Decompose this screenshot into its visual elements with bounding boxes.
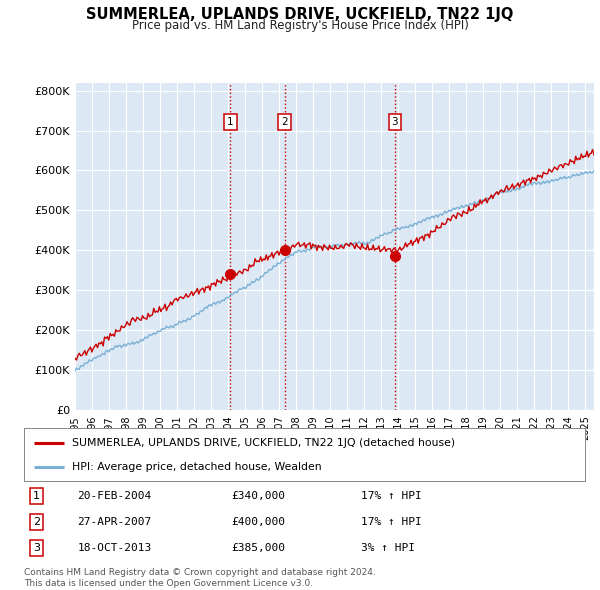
Text: 17% ↑ HPI: 17% ↑ HPI	[361, 517, 421, 527]
Text: Price paid vs. HM Land Registry's House Price Index (HPI): Price paid vs. HM Land Registry's House …	[131, 19, 469, 32]
Text: Contains HM Land Registry data © Crown copyright and database right 2024.: Contains HM Land Registry data © Crown c…	[24, 568, 376, 577]
Text: 1: 1	[33, 491, 40, 501]
Text: This data is licensed under the Open Government Licence v3.0.: This data is licensed under the Open Gov…	[24, 579, 313, 588]
Text: SUMMERLEA, UPLANDS DRIVE, UCKFIELD, TN22 1JQ: SUMMERLEA, UPLANDS DRIVE, UCKFIELD, TN22…	[86, 7, 514, 22]
Text: 2: 2	[281, 117, 288, 127]
Text: £385,000: £385,000	[232, 543, 286, 553]
Text: 27-APR-2007: 27-APR-2007	[77, 517, 152, 527]
Text: 2: 2	[33, 517, 40, 527]
Text: 20-FEB-2004: 20-FEB-2004	[77, 491, 152, 501]
Text: £400,000: £400,000	[232, 517, 286, 527]
Text: 1: 1	[227, 117, 233, 127]
Text: £340,000: £340,000	[232, 491, 286, 501]
Text: 3% ↑ HPI: 3% ↑ HPI	[361, 543, 415, 553]
Text: 3: 3	[33, 543, 40, 553]
Text: 3: 3	[392, 117, 398, 127]
Text: HPI: Average price, detached house, Wealden: HPI: Average price, detached house, Weal…	[71, 462, 322, 472]
Text: SUMMERLEA, UPLANDS DRIVE, UCKFIELD, TN22 1JQ (detached house): SUMMERLEA, UPLANDS DRIVE, UCKFIELD, TN22…	[71, 438, 455, 448]
Text: 18-OCT-2013: 18-OCT-2013	[77, 543, 152, 553]
Text: 17% ↑ HPI: 17% ↑ HPI	[361, 491, 421, 501]
